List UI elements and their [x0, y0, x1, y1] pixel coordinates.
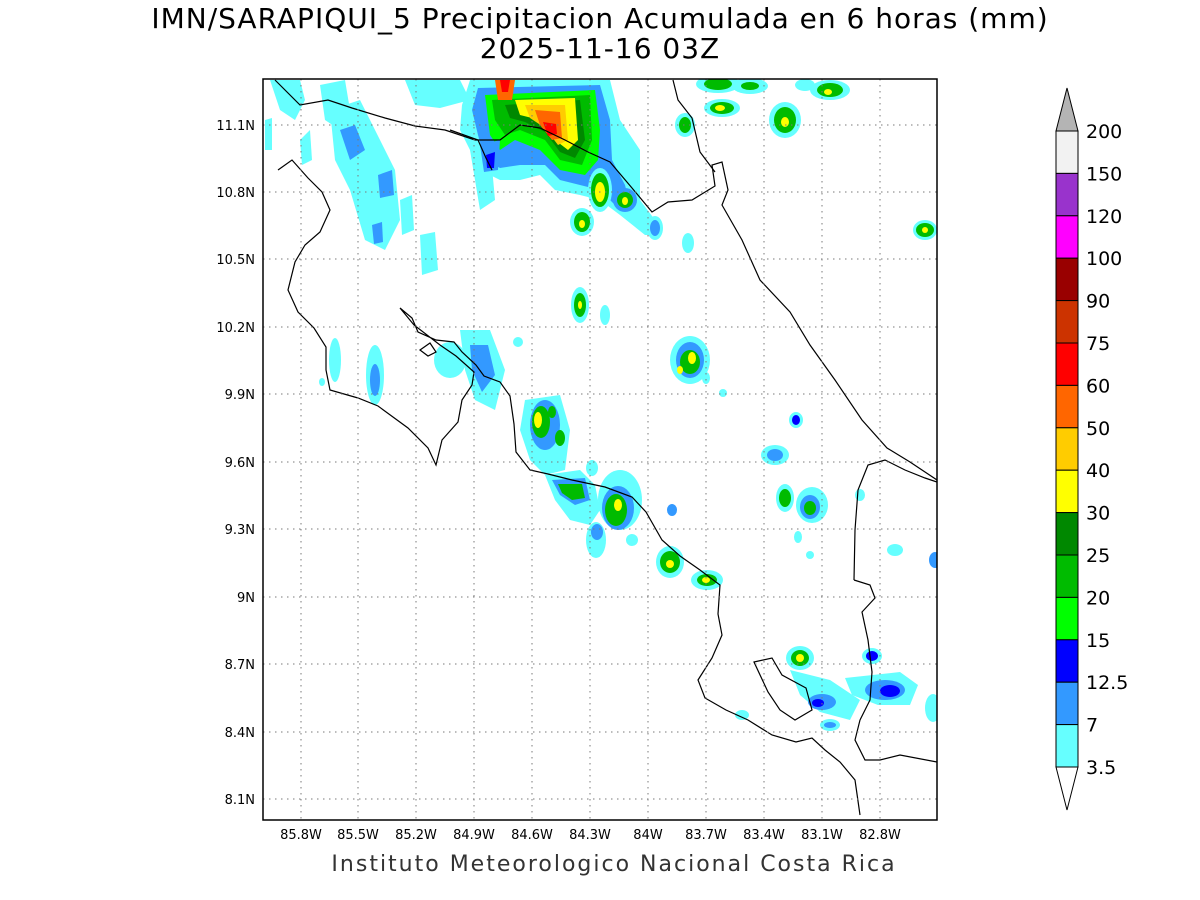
colorbar-swatch [1055, 512, 1079, 556]
lat-tick-label: 10.5N [216, 253, 255, 268]
lon-tick-label: 84.3W [569, 828, 611, 843]
colorbar-label: 7 [1086, 715, 1098, 737]
colorbar-swatch [1055, 469, 1079, 514]
lon-tick-label: 85.2W [395, 828, 437, 843]
colorbar-swatch [1055, 596, 1079, 641]
latitude-axis: 11.1N 10.8N 10.5N 10.2N 9.9N 9.6N 9.3N 9… [216, 119, 255, 808]
coastline-borders [274, 79, 937, 816]
colorbar-swatch [1055, 342, 1079, 386]
colorbar-label: 20 [1086, 587, 1110, 609]
colorbar-swatch [1055, 639, 1079, 683]
colorbar-swatch [1055, 554, 1079, 598]
colorbar-swatch [1055, 681, 1079, 726]
colorbar-label: 15 [1086, 630, 1110, 652]
colorbar-label: 60 [1086, 375, 1110, 397]
lat-tick-label: 9.9N [225, 388, 255, 403]
colorbar-label: 25 [1086, 545, 1110, 567]
lat-tick-label: 9.6N [225, 456, 255, 471]
lat-tick-label: 11.1N [216, 119, 255, 134]
lon-tick-label: 84.6W [511, 828, 553, 843]
colorbar-label: 150 [1086, 163, 1122, 185]
colorbar-label: 75 [1086, 333, 1110, 355]
longitude-axis: 85.8W 85.5W 85.2W 84.9W 84.6W 84.3W 84W … [280, 828, 901, 843]
lat-tick-label: 10.2N [216, 321, 255, 336]
colorbar-label: 30 [1086, 503, 1110, 525]
colorbar-label: 3.5 [1086, 757, 1116, 779]
colorbar-swatch [1055, 724, 1079, 768]
colorbar-swatch [1055, 257, 1079, 302]
colorbar-swatch [1055, 300, 1079, 344]
lat-tick-label: 9.3N [225, 523, 255, 538]
colorbar-top-arrow [1055, 87, 1079, 132]
graticule-grid [263, 79, 937, 820]
colorbar-label: 40 [1086, 460, 1110, 482]
colorbar-swatch [1055, 215, 1079, 259]
lon-tick-label: 83.1W [801, 828, 843, 843]
colorbar-bottom-arrow [1055, 766, 1079, 811]
colorbar-swatch [1055, 427, 1079, 471]
precipitation-field [265, 79, 937, 731]
lon-tick-label: 83.4W [743, 828, 785, 843]
colorbar-label: 90 [1086, 291, 1110, 313]
footer-credit: Instituto Meteorologico Nacional Costa R… [331, 852, 897, 877]
lat-tick-label: 8.7N [225, 658, 255, 673]
lon-tick-label: 85.8W [280, 828, 322, 843]
colorbar-legend: 200 150 120 100 90 75 60 50 40 30 25 20 15 12.5 7 3.5 [1055, 87, 1128, 811]
colorbar-label: 12.5 [1086, 672, 1128, 694]
colorbar-label: 200 [1086, 121, 1122, 143]
plot-frame [262, 78, 938, 821]
lat-tick-label: 8.1N [225, 793, 255, 808]
lon-tick-label: 85.5W [337, 828, 379, 843]
lat-tick-label: 8.4N [225, 726, 255, 741]
colorbar-label: 120 [1086, 206, 1122, 228]
lat-tick-label: 9N [237, 591, 255, 606]
colorbar-swatch [1055, 384, 1079, 429]
colorbar-swatch [1055, 172, 1079, 217]
lat-tick-label: 10.8N [216, 186, 255, 201]
lon-tick-label: 82.8W [859, 828, 901, 843]
colorbar-label: 100 [1086, 248, 1122, 270]
lon-tick-label: 84W [633, 828, 663, 843]
map-subtitle-datetime: 2025-11-16 03Z [479, 32, 721, 65]
colorbar-swatch [1055, 130, 1079, 174]
colorbar-label: 50 [1086, 418, 1110, 440]
lon-tick-label: 84.9W [453, 828, 495, 843]
lon-tick-label: 83.7W [685, 828, 727, 843]
map-title: IMN/SARAPIQUI_5 Precipitacion Acumulada … [151, 2, 1049, 35]
